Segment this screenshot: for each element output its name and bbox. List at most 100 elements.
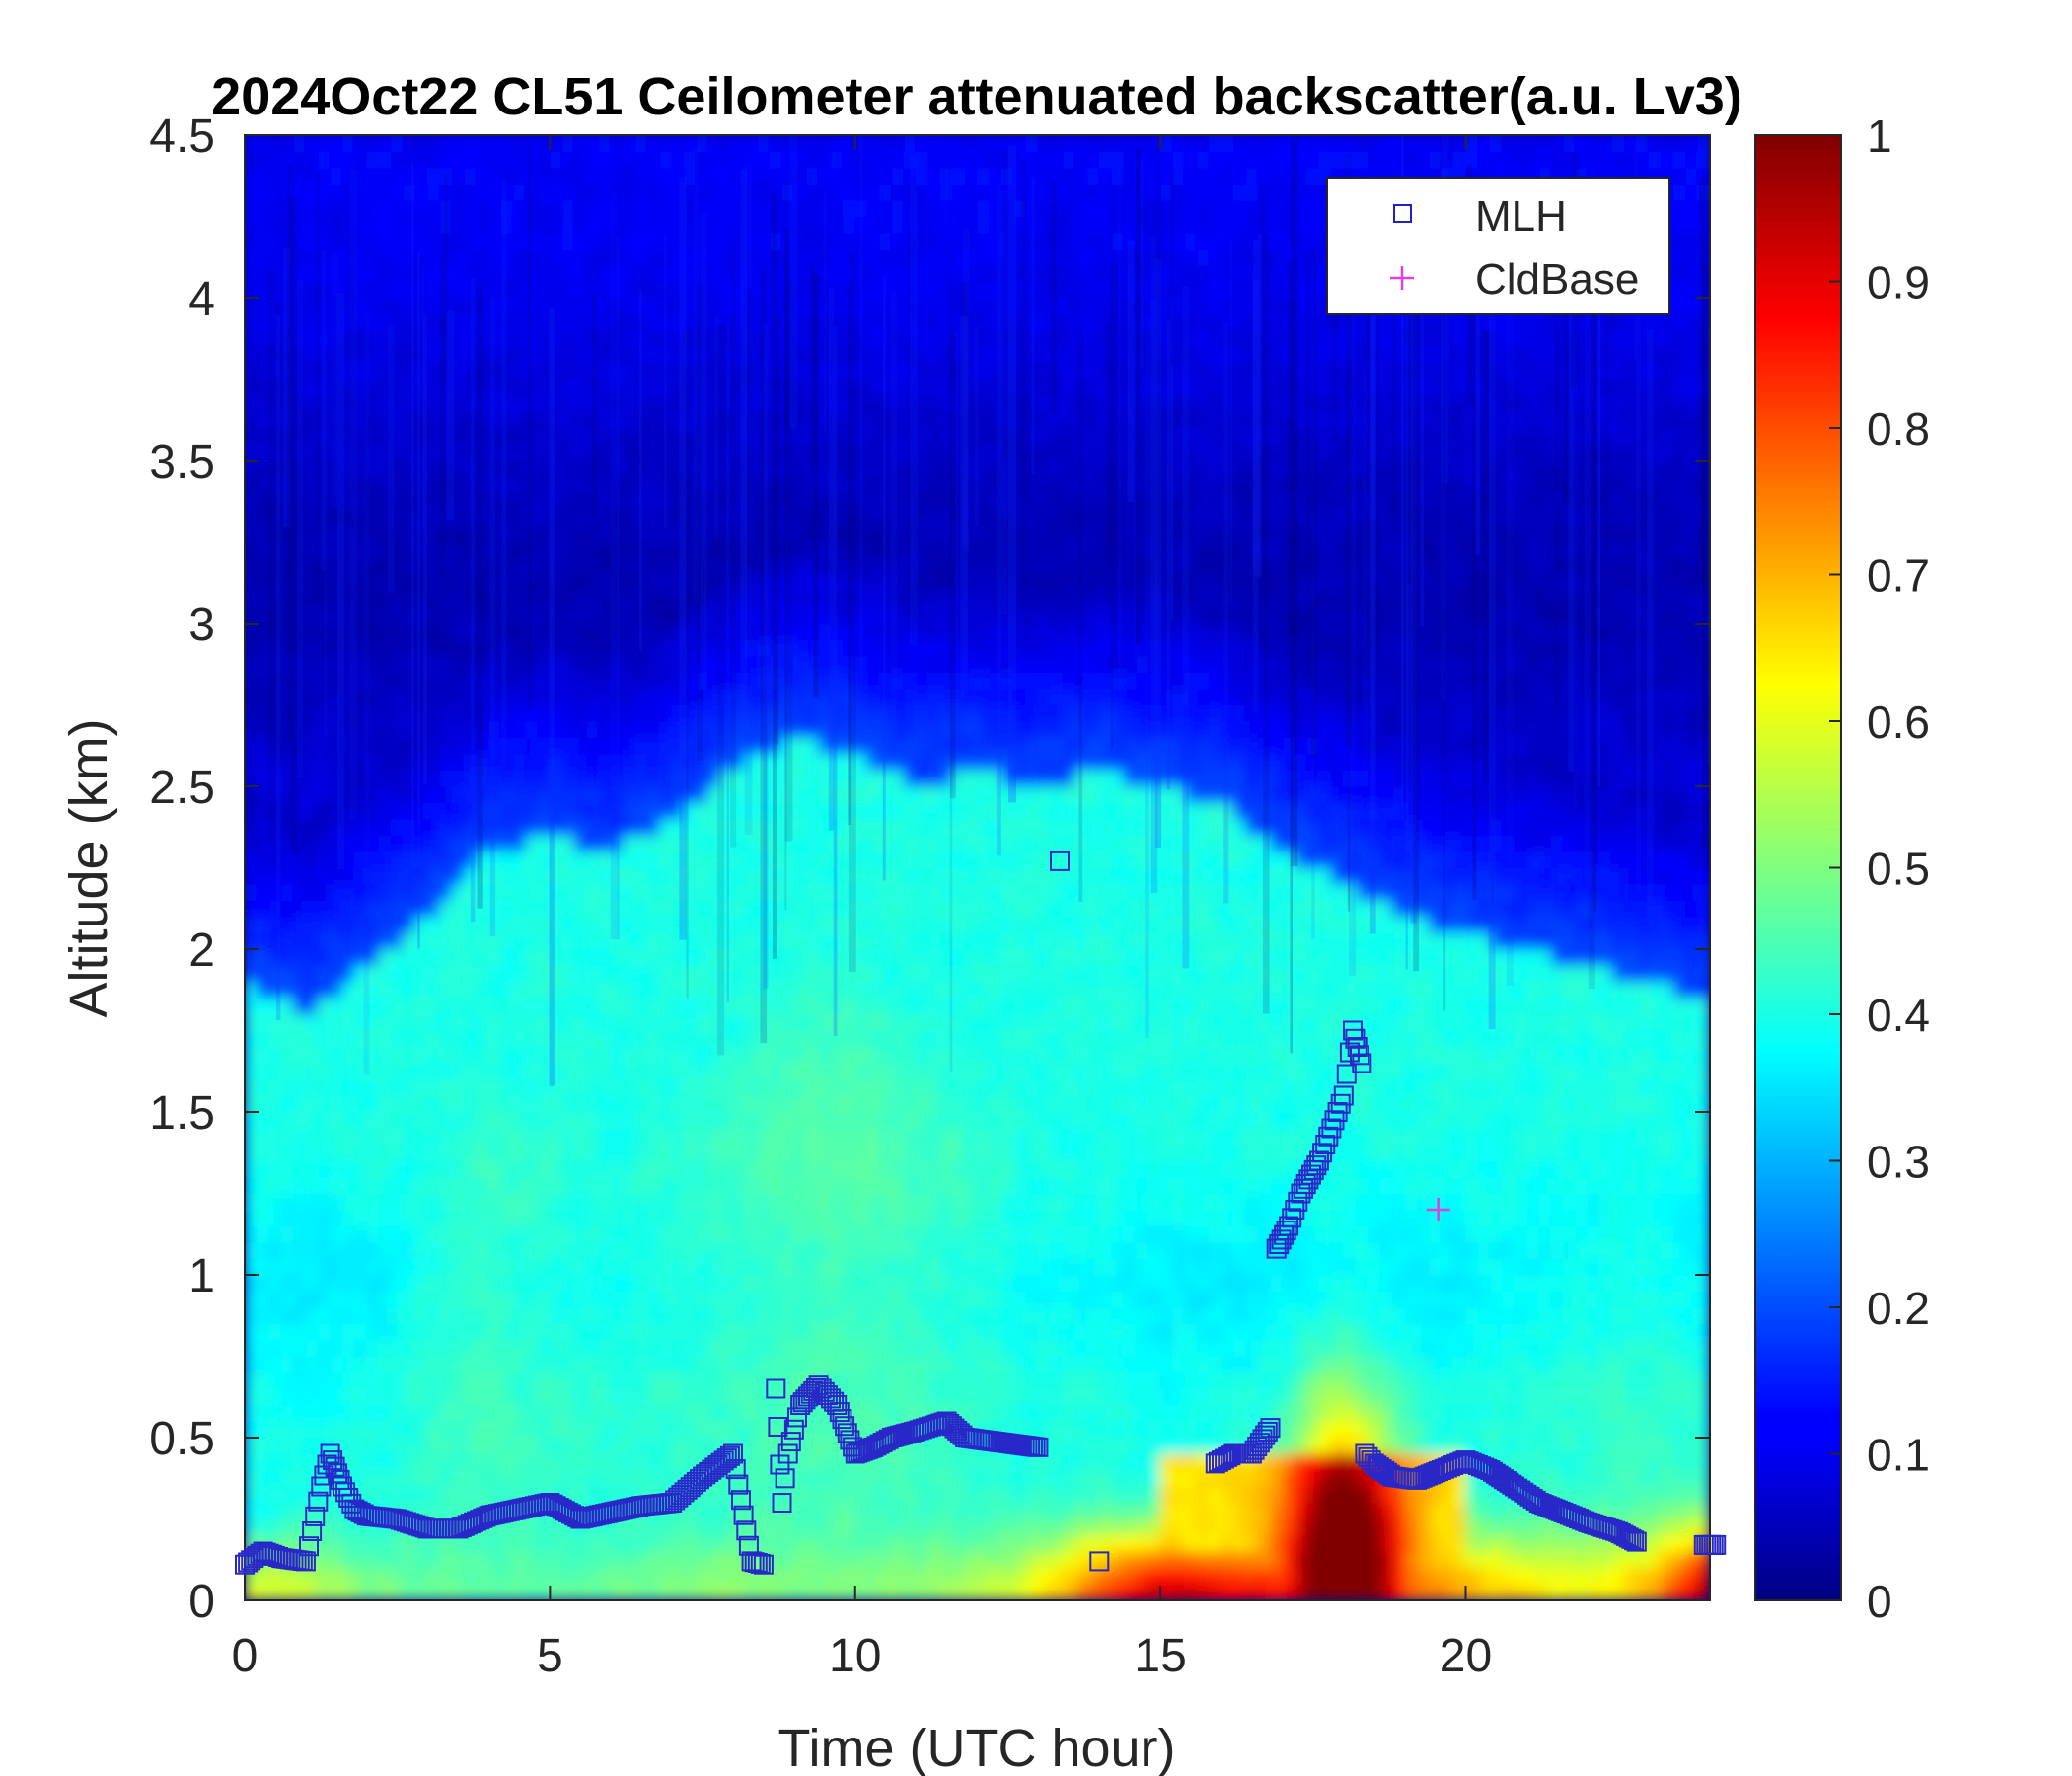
heatmap-cell bbox=[330, 1584, 343, 1600]
heatmap-cell bbox=[500, 753, 514, 771]
heatmap-cell bbox=[341, 216, 355, 234]
heatmap-cell bbox=[549, 818, 563, 836]
heatmap-cell bbox=[659, 639, 673, 657]
heatmap-cell bbox=[525, 509, 539, 527]
heatmap-cell bbox=[341, 1063, 355, 1080]
heatmap-cell bbox=[305, 1225, 319, 1243]
heatmap-cell bbox=[256, 965, 270, 983]
heatmap-cell bbox=[757, 1160, 771, 1178]
heatmap-cell bbox=[696, 737, 709, 755]
heatmap-cell bbox=[488, 867, 502, 885]
heatmap-cell bbox=[245, 1128, 258, 1146]
heatmap-cell bbox=[793, 704, 807, 722]
heatmap-cell bbox=[500, 1078, 514, 1096]
heatmap-cell bbox=[353, 1095, 368, 1113]
heatmap-cell bbox=[598, 1258, 612, 1276]
heatmap-cell bbox=[488, 1356, 502, 1373]
heatmap-cell bbox=[671, 477, 686, 494]
heatmap-cell bbox=[525, 1388, 539, 1406]
heatmap-cell bbox=[403, 1209, 416, 1226]
heatmap-cell bbox=[317, 1291, 332, 1308]
heatmap-cell bbox=[451, 1356, 466, 1373]
heatmap-cell bbox=[464, 281, 478, 299]
heatmap-cell bbox=[256, 135, 270, 152]
heatmap-cell bbox=[280, 1258, 295, 1276]
heatmap-cell bbox=[500, 1306, 514, 1324]
heatmap-cell bbox=[476, 867, 490, 885]
heatmap-cell bbox=[439, 1160, 453, 1178]
heatmap-cell bbox=[916, 916, 929, 933]
heatmap-cell bbox=[330, 184, 343, 201]
heatmap-cell bbox=[500, 737, 514, 755]
heatmap-cell bbox=[256, 1404, 270, 1422]
heatmap-cell bbox=[586, 1437, 600, 1454]
heatmap-cell bbox=[646, 460, 661, 478]
heatmap-cell bbox=[378, 785, 393, 803]
heatmap-cell bbox=[573, 1291, 588, 1308]
heatmap-cell bbox=[573, 362, 588, 380]
heatmap-cell bbox=[427, 1421, 441, 1439]
heatmap-cell bbox=[525, 1356, 539, 1373]
heatmap-cell bbox=[427, 1078, 441, 1096]
heatmap-cell bbox=[317, 1274, 332, 1292]
heatmap-cell bbox=[842, 1371, 856, 1389]
heatmap-cell bbox=[353, 1339, 368, 1357]
heatmap-cell bbox=[573, 330, 588, 347]
heatmap-cell bbox=[854, 1518, 868, 1536]
heatmap-cell bbox=[537, 737, 551, 755]
heatmap-cell bbox=[512, 1063, 527, 1080]
heatmap-cell bbox=[549, 281, 563, 299]
heatmap-cell bbox=[537, 330, 551, 347]
heatmap-cell bbox=[245, 688, 258, 705]
heatmap-cell bbox=[696, 1371, 709, 1389]
heatmap-cell bbox=[500, 346, 514, 364]
heatmap-cell bbox=[916, 998, 929, 1015]
heatmap-cell bbox=[488, 1258, 502, 1276]
heatmap-cell bbox=[866, 314, 881, 332]
heatmap-cell bbox=[305, 216, 319, 234]
heatmap-cell bbox=[707, 1241, 722, 1259]
heatmap-cell bbox=[646, 639, 661, 657]
heatmap-cell bbox=[451, 216, 466, 234]
heatmap-cell bbox=[573, 932, 588, 950]
heatmap-cell bbox=[561, 1453, 575, 1471]
heatmap-cell bbox=[696, 297, 709, 315]
heatmap-cell bbox=[732, 867, 746, 885]
heatmap-cell bbox=[696, 900, 709, 918]
heatmap-cell bbox=[256, 151, 270, 169]
heatmap-cell bbox=[573, 1160, 588, 1178]
heatmap-cell bbox=[488, 330, 502, 347]
heatmap-cell bbox=[245, 216, 258, 234]
heatmap-cell bbox=[707, 998, 722, 1015]
heatmap-cell bbox=[500, 1551, 514, 1569]
heatmap-cell bbox=[659, 1144, 673, 1161]
heatmap-cell bbox=[245, 542, 258, 559]
heatmap-cell bbox=[561, 1339, 575, 1357]
heatmap-cell bbox=[537, 1095, 551, 1113]
heatmap-cell bbox=[353, 672, 368, 690]
heatmap-cell bbox=[696, 639, 709, 657]
heatmap-cell bbox=[598, 1437, 612, 1454]
heatmap-cell bbox=[341, 1030, 355, 1048]
heatmap-cell bbox=[659, 249, 673, 266]
heatmap-cell bbox=[268, 835, 282, 852]
heatmap-cell bbox=[245, 1306, 258, 1324]
heatmap-cell bbox=[403, 444, 416, 462]
heatmap-cell bbox=[646, 542, 661, 559]
heatmap-cell bbox=[744, 1078, 759, 1096]
heatmap-cell bbox=[245, 1339, 258, 1357]
heatmap-cell bbox=[659, 704, 673, 722]
heatmap-cell bbox=[707, 1388, 722, 1406]
heatmap-cell bbox=[293, 1128, 307, 1146]
heatmap-cell bbox=[769, 135, 783, 152]
heatmap-cell bbox=[512, 1534, 527, 1552]
heatmap-cell bbox=[317, 1258, 332, 1276]
heatmap-cell bbox=[891, 770, 905, 787]
heatmap-cell bbox=[268, 167, 282, 185]
heatmap-cell bbox=[293, 883, 307, 901]
heatmap-cell bbox=[744, 1371, 759, 1389]
heatmap-cell bbox=[280, 1241, 295, 1259]
heatmap-cell bbox=[646, 720, 661, 738]
heatmap-cell bbox=[549, 981, 563, 999]
heatmap-cell bbox=[793, 460, 807, 478]
